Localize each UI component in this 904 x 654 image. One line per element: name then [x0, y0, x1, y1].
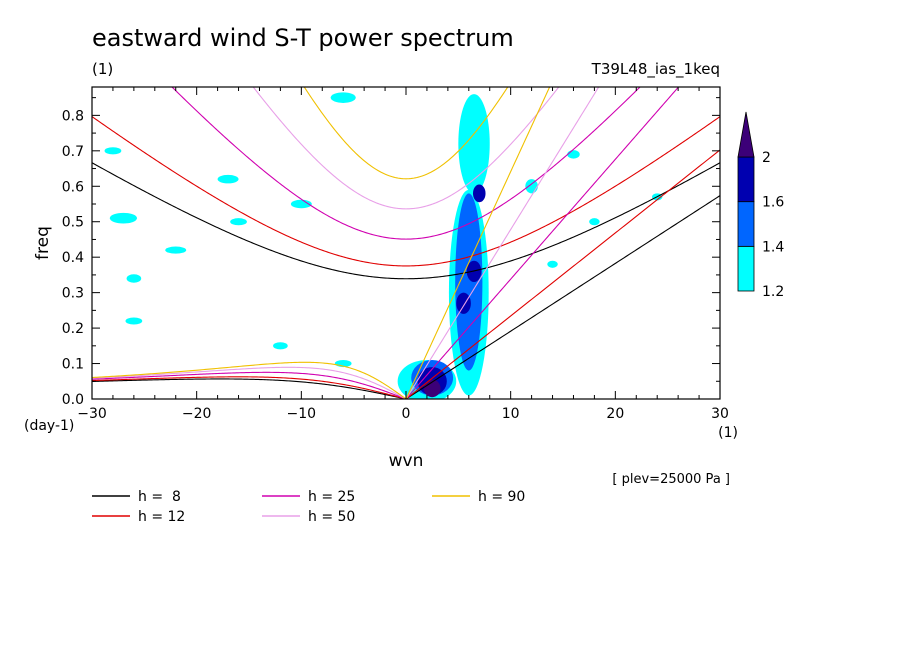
power-region-16: [330, 92, 356, 103]
plev-annotation: [ plev=25000 Pa ]: [612, 472, 730, 487]
y-tick-label-5: 0.5: [62, 215, 84, 231]
power-region-8: [472, 184, 486, 203]
power-region-20: [273, 342, 288, 350]
power-region-18: [125, 317, 143, 325]
legend-label-h25: h = 25: [308, 489, 355, 505]
curve-h50-kelvin: [405, 87, 600, 399]
x-tick-label-1: −20: [182, 406, 212, 422]
power-region-25: [589, 218, 600, 226]
power-region-21: [525, 179, 538, 194]
power-shading: [104, 92, 663, 399]
x-axis-label: wvn: [389, 451, 424, 471]
colorbar-extend-arrow: [737, 111, 755, 158]
curve-h50-inertia-gravity: [252, 87, 560, 210]
power-region-3: [455, 193, 483, 371]
curve-h12-inertia-gravity: [92, 116, 720, 267]
curve-h8-rossby: [92, 378, 407, 399]
curve-h8-inertia-gravity: [92, 162, 720, 280]
power-region-12: [165, 246, 187, 254]
y-tick-label-3: 0.3: [62, 286, 84, 302]
chart-subtitle-left: (1): [92, 60, 113, 78]
x-axis: −30 −20 −10 0 10 20 30: [77, 87, 729, 422]
curve-h25-rossby: [92, 371, 407, 399]
chart-subtitle-right: T39L48_ias_1keq: [591, 60, 720, 79]
power-region-11: [109, 212, 138, 224]
colorbar-label-2: 1.6: [762, 195, 784, 211]
curve-h12-rossby: [92, 376, 407, 399]
y-tick-label-8: 0.8: [62, 108, 84, 124]
y-tick-label-2: 0.2: [62, 321, 84, 337]
colorbar-label-0: 1.2: [762, 284, 784, 300]
legend-label-h90: h = 90: [478, 489, 525, 505]
chart-title: eastward wind S-T power spectrum: [92, 24, 514, 52]
plot-frame: [91, 86, 721, 400]
power-region-1: [458, 94, 490, 194]
colorbar-label-1: 1.4: [762, 239, 784, 255]
curve-h8-kelvin: [405, 195, 720, 399]
curve-h12-kelvin: [405, 149, 720, 399]
power-region-9: [423, 379, 441, 398]
x-tick-label-2: −10: [287, 406, 317, 422]
colorbar-segment-2: [737, 156, 755, 203]
curve-h90-kelvin: [405, 87, 551, 399]
y-tick-label-7: 0.7: [62, 144, 84, 160]
power-region-6: [456, 292, 471, 314]
power-region-14: [217, 174, 239, 184]
legend: h = 8 h = 12 h = 25 h = 50 h = 90: [92, 489, 525, 525]
power-region-13: [126, 274, 142, 283]
colorbar-segment-1: [737, 201, 755, 247]
y-tick-label-4: 0.4: [62, 250, 84, 266]
dispersion-curves: [92, 87, 720, 399]
y-axis-label: freq: [33, 226, 53, 260]
x-tick-label-0: −30: [77, 406, 107, 422]
y-unit: (day-1): [24, 418, 74, 434]
legend-label-h50: h = 50: [308, 509, 355, 525]
x-tick-label-5: 20: [606, 406, 624, 422]
colorbar-segment-0: [737, 245, 755, 292]
curve-h90-inertia-gravity: [303, 87, 509, 180]
y-axis: 0.0 0.1 0.2 0.3 0.4 0.5 0.6 0.7 0.8: [62, 97, 720, 408]
power-region-19: [230, 218, 247, 226]
x-tick-label-3: 0: [402, 406, 411, 422]
curve-h50-rossby: [92, 366, 407, 399]
colorbar: 1.2 1.4 1.6 2: [737, 111, 784, 300]
legend-label-h8: h = 8: [138, 489, 181, 505]
power-region-22: [567, 150, 580, 159]
x-tick-label-4: 10: [502, 406, 520, 422]
curve-h90-rossby: [92, 361, 407, 399]
power-region-10: [104, 147, 122, 155]
power-region-15: [290, 199, 312, 209]
legend-label-h12: h = 12: [138, 509, 185, 525]
power-region-24: [547, 260, 558, 268]
curve-h25-inertia-gravity: [171, 87, 641, 240]
x-tick-label-6: 30: [711, 406, 729, 422]
colorbar-label-3: 2: [762, 150, 771, 166]
y-tick-label-6: 0.6: [62, 179, 84, 195]
y-tick-label-0: 0.0: [62, 392, 84, 408]
curve-h25-kelvin: [405, 87, 680, 399]
x-unit: (1): [718, 425, 738, 441]
y-tick-label-1: 0.1: [62, 357, 84, 373]
